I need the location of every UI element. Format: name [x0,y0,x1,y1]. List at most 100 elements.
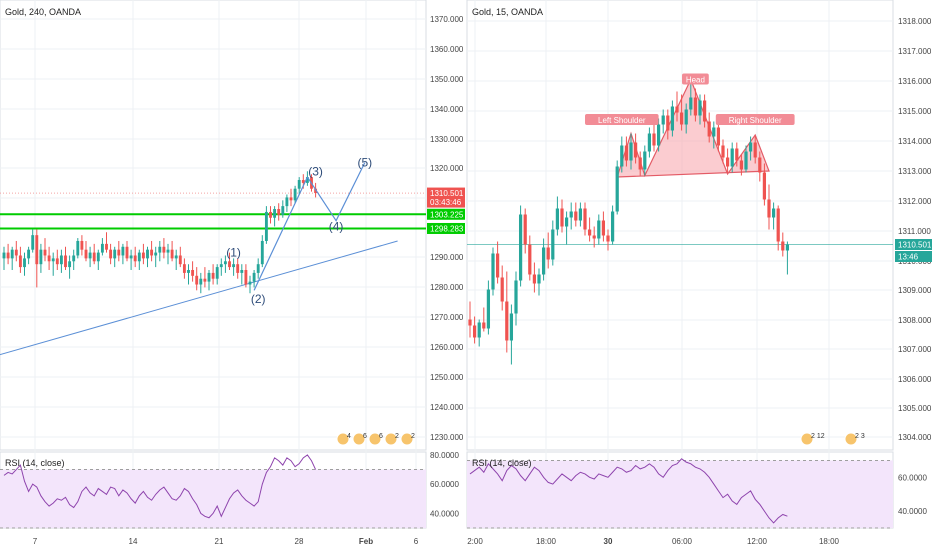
right-y-tick-label: 1318.000 [898,17,932,26]
right-y-tick-label: 1306.000 [898,375,932,384]
left-candle-body [92,252,96,262]
left-y-tick-label: 1280.000 [430,283,464,292]
left-chart-title: Gold, 240, OANDA [5,7,81,17]
event-badge-icon [844,432,858,446]
right-candle-body [767,199,771,218]
left-candle-body [141,252,145,259]
left-candle-body [64,255,67,268]
right-candle-body [472,325,477,338]
right-candle-body [509,313,514,341]
left-candle-body [244,270,248,285]
event-badge-icon [800,432,814,446]
right-y-tick-label: 1316.000 [898,77,932,86]
right-y-tick-label: 1313.000 [898,167,932,176]
price-tag-label: 13:46 [898,253,919,262]
right-candle-body [702,100,707,122]
right-candle-body [776,208,780,242]
left-candle-body [269,211,272,218]
right-candle-body [762,172,767,200]
right-candle-body [661,115,665,125]
right-candle-body [518,214,523,281]
left-y-tick-label: 1370.000 [430,15,464,24]
right-candle-body [666,115,670,131]
right-candle-body [546,247,550,260]
left-candle-body [207,272,211,282]
right-candle-body [615,166,619,212]
right-candle-body [753,142,757,158]
right-candle-body [532,274,537,284]
right-candle-body [679,112,684,125]
left-x-tick-label: 21 [215,537,224,546]
left-candle-body [18,255,22,268]
event-badge-icon [368,432,382,446]
left-candle-body [121,246,125,256]
left-x-tick-label: 6 [414,537,419,546]
left-candle-body [96,252,100,262]
price-tag-label: 1298.283 [430,224,464,233]
left-x-tick-label: Feb [359,537,373,546]
wave-label: (1) [226,246,241,260]
event-badge-count: 6 [379,433,383,440]
right-x-tick-label: 2:00 [467,537,483,546]
left-candle-body [281,206,285,215]
right-candle-body [725,157,730,167]
left-candle-body [256,264,260,273]
left-candle-body [47,255,51,262]
right-candle-body [505,301,509,341]
pattern-label: Left Shoulder [598,116,646,125]
pattern-label-box [715,114,795,125]
right-candle-body [583,208,587,230]
right-candle-body [528,244,532,275]
left-x-tick-label: 28 [295,537,304,546]
left-candle-body [211,272,215,279]
right-candle-body [541,247,546,275]
left-candle-body [117,249,121,256]
right-candle-body [606,235,610,242]
wave-label: (3) [308,164,323,178]
left-candle-body [166,249,170,253]
right-candle-body [624,145,629,161]
left-candle-body [129,255,133,259]
left-y-tick-label: 1270.000 [430,313,464,322]
right-candle-body [771,208,776,218]
right-chart-title: Gold, 15, OANDA [472,7,543,17]
left-candle-body [10,249,14,259]
left-candle-body [100,243,104,253]
left-candle-body [154,252,158,256]
right-candle-body [592,235,596,239]
price-tag-label: 1310.501 [430,189,464,198]
price-tag-box [895,251,932,262]
left-candle-body [80,240,84,250]
left-candle-body [314,188,318,194]
right-candle-body [551,229,555,260]
event-badge-count: 6 [363,433,367,440]
left-y-tick-label: 1360.000 [430,45,464,54]
right-rsi-label: RSI (14, close) [472,458,532,468]
left-y-tick-label: 1250.000 [430,373,464,382]
left-candle-body [14,249,18,256]
pattern-label: Head [686,76,705,85]
right-candle-body [620,145,624,167]
right-candle-body [491,253,495,290]
event-badge-count: 2 [395,433,399,440]
event-badge-icon [384,432,398,446]
left-candle-body [289,197,293,201]
price-tag-box [895,239,932,250]
price-tag-box [427,187,465,199]
left-candle-body [199,278,203,285]
trendline [0,240,398,356]
right-candle-body [684,109,688,125]
left-rsi-label: RSI (14, close) [5,458,65,468]
left-candle-body [51,258,55,262]
price-tag-box [427,196,465,208]
right-rsi-band [467,460,893,528]
left-rsi-tick-label: 60.0000 [430,480,459,489]
right-y-tick-label: 1308.000 [898,316,932,325]
left-candle-body [187,270,190,273]
left-candle-body [305,177,309,183]
left-y-tick-label: 1290.000 [430,253,464,262]
right-candle-body [735,148,739,161]
right-candle-body [601,220,606,236]
right-y-tick-label: 1317.000 [898,47,932,56]
right-candle-body [689,97,693,110]
